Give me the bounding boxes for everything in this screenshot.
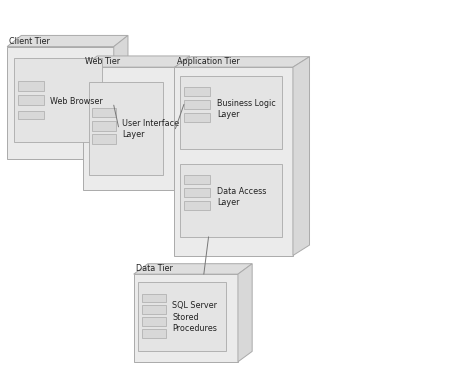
Polygon shape [293, 57, 310, 256]
Bar [138, 282, 226, 351]
Bar [18, 111, 44, 119]
Bar [92, 108, 116, 117]
Polygon shape [134, 264, 252, 274]
Polygon shape [174, 57, 310, 67]
Bar [142, 329, 166, 338]
Polygon shape [7, 35, 128, 47]
Text: Web Browser: Web Browser [50, 97, 102, 106]
Bar [142, 317, 166, 326]
Bar [184, 100, 210, 109]
Bar [18, 81, 44, 91]
Text: SQL Server
Stored
Procedures: SQL Server Stored Procedures [172, 301, 217, 333]
Polygon shape [238, 264, 252, 362]
Bar [180, 164, 282, 237]
Bar [180, 76, 282, 149]
Bar [7, 47, 114, 159]
Text: User Interface
Layer: User Interface Layer [122, 119, 180, 139]
Bar [142, 294, 166, 302]
Bar [83, 67, 175, 190]
Bar [184, 175, 210, 184]
Text: Data Access
Layer: Data Access Layer [217, 187, 266, 207]
Text: Data Tier: Data Tier [136, 264, 173, 273]
Bar [184, 87, 210, 96]
Text: Client Tier: Client Tier [9, 37, 50, 46]
Bar [92, 121, 116, 131]
Bar [142, 305, 166, 314]
Bar [174, 67, 293, 256]
Bar [184, 201, 210, 210]
Bar [14, 58, 102, 142]
Bar [92, 134, 116, 144]
Bar [184, 188, 210, 197]
Text: Web Tier: Web Tier [85, 57, 120, 66]
Polygon shape [114, 35, 128, 159]
Polygon shape [83, 56, 190, 67]
Bar [18, 95, 44, 105]
Text: Application Tier: Application Tier [177, 57, 239, 66]
Bar [134, 274, 238, 362]
Polygon shape [175, 56, 190, 190]
Text: Business Logic
Layer: Business Logic Layer [217, 99, 276, 119]
Bar [89, 82, 163, 175]
Bar [184, 113, 210, 122]
